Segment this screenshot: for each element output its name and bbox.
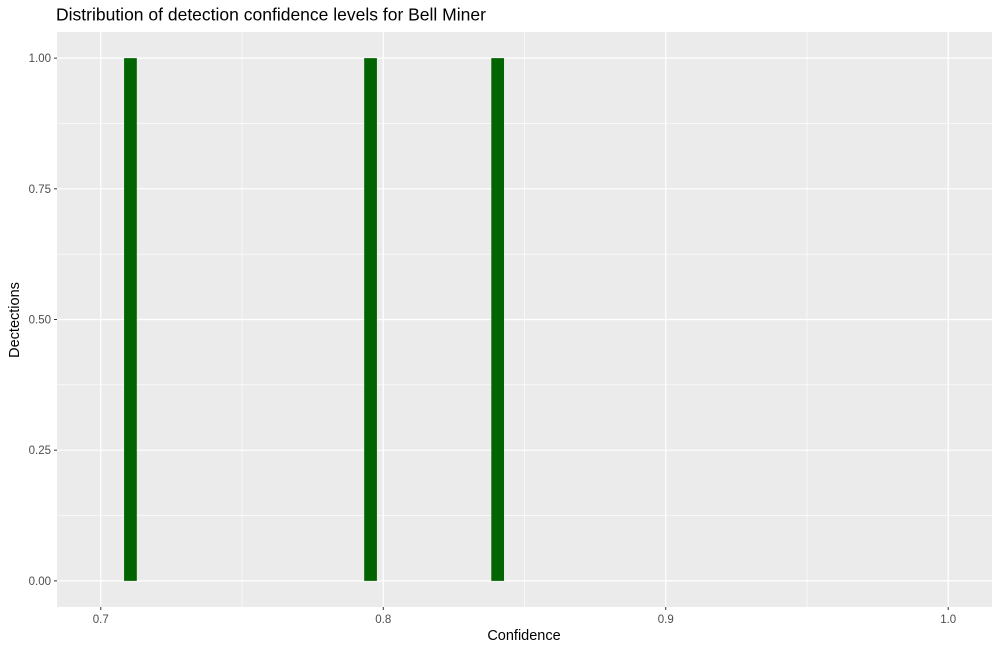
x-tick-label: 0.9	[658, 614, 674, 626]
histogram-bar	[364, 58, 377, 581]
y-tick-label: 0.00	[29, 576, 51, 588]
y-axis: 0.00 0.25 0.50 0.75 1.00	[29, 53, 57, 588]
major-gridlines	[57, 32, 992, 607]
histogram-bar	[124, 58, 137, 581]
x-tick-label: 1.0	[940, 614, 956, 626]
x-tick-label: 0.7	[93, 614, 109, 626]
y-axis-title: Dectections	[7, 282, 23, 358]
y-tick-label: 0.50	[29, 315, 51, 327]
histogram-bar	[491, 58, 505, 581]
x-axis: 0.7 0.8 0.9 1.0	[93, 607, 956, 626]
y-tick-label: 0.75	[29, 184, 51, 196]
y-tick-label: 1.00	[29, 53, 51, 65]
y-tick-label: 0.25	[29, 445, 51, 457]
chart-title: Distribution of detection confidence lev…	[56, 5, 486, 25]
bars	[124, 58, 505, 581]
x-tick-label: 0.8	[375, 614, 391, 626]
x-axis-title: Confidence	[487, 628, 560, 644]
